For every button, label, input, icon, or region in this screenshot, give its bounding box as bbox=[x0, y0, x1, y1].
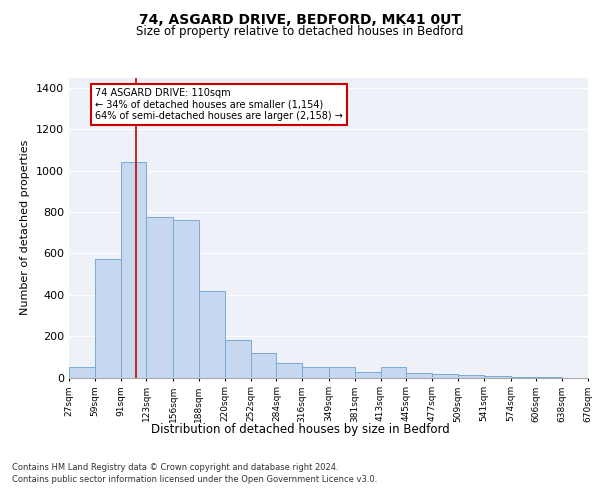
Bar bbox=[277, 363, 302, 378]
Bar bbox=[173, 220, 199, 378]
Bar bbox=[69, 367, 95, 378]
Bar bbox=[199, 290, 225, 378]
Bar bbox=[380, 367, 406, 378]
Bar bbox=[146, 217, 173, 378]
Text: Contains HM Land Registry data © Crown copyright and database right 2024.: Contains HM Land Registry data © Crown c… bbox=[12, 462, 338, 471]
Text: Distribution of detached houses by size in Bedford: Distribution of detached houses by size … bbox=[151, 422, 449, 436]
Bar bbox=[251, 352, 277, 378]
Bar bbox=[95, 258, 121, 378]
Bar bbox=[406, 374, 432, 378]
Bar bbox=[329, 367, 355, 378]
Bar bbox=[302, 367, 329, 378]
Bar bbox=[458, 376, 484, 378]
Bar bbox=[355, 372, 380, 378]
Bar bbox=[225, 340, 251, 378]
Text: Size of property relative to detached houses in Bedford: Size of property relative to detached ho… bbox=[136, 25, 464, 38]
Text: 74, ASGARD DRIVE, BEDFORD, MK41 0UT: 74, ASGARD DRIVE, BEDFORD, MK41 0UT bbox=[139, 12, 461, 26]
Bar bbox=[121, 162, 146, 378]
Text: Contains public sector information licensed under the Open Government Licence v3: Contains public sector information licen… bbox=[12, 475, 377, 484]
Bar bbox=[432, 374, 458, 378]
Text: 74 ASGARD DRIVE: 110sqm
← 34% of detached houses are smaller (1,154)
64% of semi: 74 ASGARD DRIVE: 110sqm ← 34% of detache… bbox=[95, 88, 343, 121]
Y-axis label: Number of detached properties: Number of detached properties bbox=[20, 140, 31, 315]
Bar bbox=[484, 376, 511, 378]
